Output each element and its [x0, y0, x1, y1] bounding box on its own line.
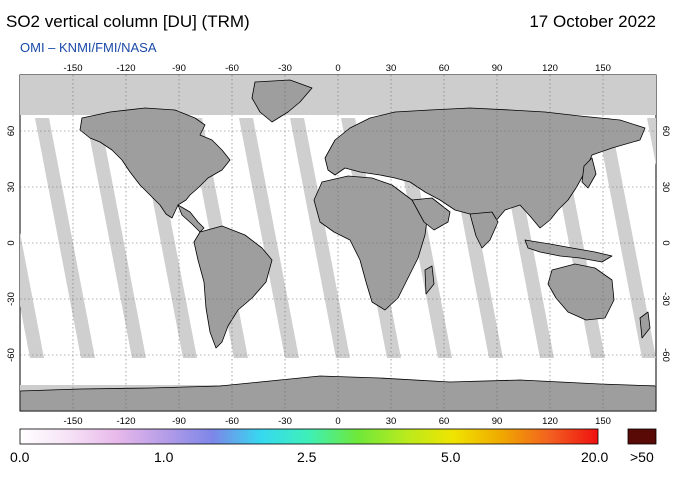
- lat-tick-label-right: 60: [660, 126, 671, 137]
- lon-tick-label-top: -150: [63, 63, 82, 74]
- colorbar-label-3: 5.0: [441, 449, 461, 465]
- central-america: [177, 204, 205, 233]
- lon-tick-label-bottom: -30: [278, 416, 292, 427]
- lat-tick-label-right: 30: [660, 182, 671, 193]
- lon-tick-label-top: 0: [335, 63, 340, 74]
- lon-tick-label-bottom: 0: [335, 416, 340, 427]
- lon-tick-label-bottom: 90: [492, 416, 503, 427]
- north-america: [79, 107, 231, 219]
- lon-tick-label-top: 150: [595, 63, 611, 74]
- lon-tick-label-bottom: -120: [116, 416, 135, 427]
- greenland: [251, 79, 313, 123]
- swath-gap-stripe: [647, 118, 656, 165]
- japan: [581, 157, 597, 189]
- lon-tick-label-bottom: 60: [439, 416, 450, 427]
- swath-gap-stripe: [596, 118, 656, 358]
- africa: [313, 175, 429, 311]
- arabia: [411, 197, 451, 231]
- antarctica: [20, 375, 656, 411]
- swath-gap-stripe: [35, 118, 95, 358]
- lat-tick-label-left: -60: [6, 348, 17, 362]
- new-zealand: [639, 311, 651, 339]
- swath-gap-stripe: [86, 118, 146, 358]
- land: [20, 79, 656, 411]
- colorbar-over-swatch: [627, 428, 657, 445]
- australia: [547, 263, 615, 321]
- madagascar: [424, 265, 435, 295]
- lon-tick-label-bottom: 120: [542, 416, 558, 427]
- lon-tick-label-bottom: 30: [386, 416, 397, 427]
- colorbar-gradient: [19, 428, 599, 445]
- lon-tick-label-top: -60: [225, 63, 239, 74]
- map-title: SO2 vertical column [DU] (TRM): [6, 12, 250, 31]
- graticule: [20, 75, 656, 411]
- indonesia: [524, 239, 613, 263]
- colorbar-label-4: 20.0: [581, 449, 609, 465]
- colorbar-label-2: 2.5: [297, 449, 317, 465]
- lon-tick-label-top: -120: [116, 63, 135, 74]
- lon-tick-label-top: 90: [492, 63, 503, 74]
- colorbar-label-1: 1.0: [154, 449, 174, 465]
- lat-tick-label-left: 0: [6, 240, 17, 245]
- lon-tick-label-top: 120: [542, 63, 558, 74]
- india: [469, 211, 499, 249]
- lat-tick-label-left: -30: [6, 292, 17, 306]
- axis-ticks: -150 -150 -120 -120 -90 -90 -60 -60 -30 -30 0 0 30 30…: [6, 63, 671, 427]
- data-credit: OMI – KNMI/FMI/NASA: [20, 40, 157, 55]
- swath-gap-stripe: [20, 232, 44, 358]
- lat-tick-label-right: -60: [660, 348, 671, 362]
- lon-tick-label-bottom: 150: [595, 416, 611, 427]
- lon-tick-label-top: -30: [278, 63, 292, 74]
- lon-tick-label-bottom: -60: [225, 416, 239, 427]
- lat-tick-label-right: -30: [660, 292, 671, 306]
- swath-gap-stripe: [239, 118, 299, 358]
- colorbar-label-0: 0.0: [10, 449, 30, 465]
- swath-gap-stripe: [290, 118, 350, 358]
- south-america: [193, 225, 273, 349]
- lon-tick-label-bottom: -90: [172, 416, 186, 427]
- lon-tick-label-top: -90: [172, 63, 186, 74]
- lat-tick-label-left: 30: [6, 182, 17, 193]
- lon-tick-label-top: 30: [386, 63, 397, 74]
- lon-tick-label-top: 60: [439, 63, 450, 74]
- lat-tick-label-right: 0: [660, 240, 671, 245]
- lat-tick-label-left: 60: [6, 126, 17, 137]
- map-date: 17 October 2022: [529, 12, 656, 31]
- colorbar-over-label: >50: [630, 449, 654, 465]
- lon-tick-label-bottom: -150: [63, 416, 82, 427]
